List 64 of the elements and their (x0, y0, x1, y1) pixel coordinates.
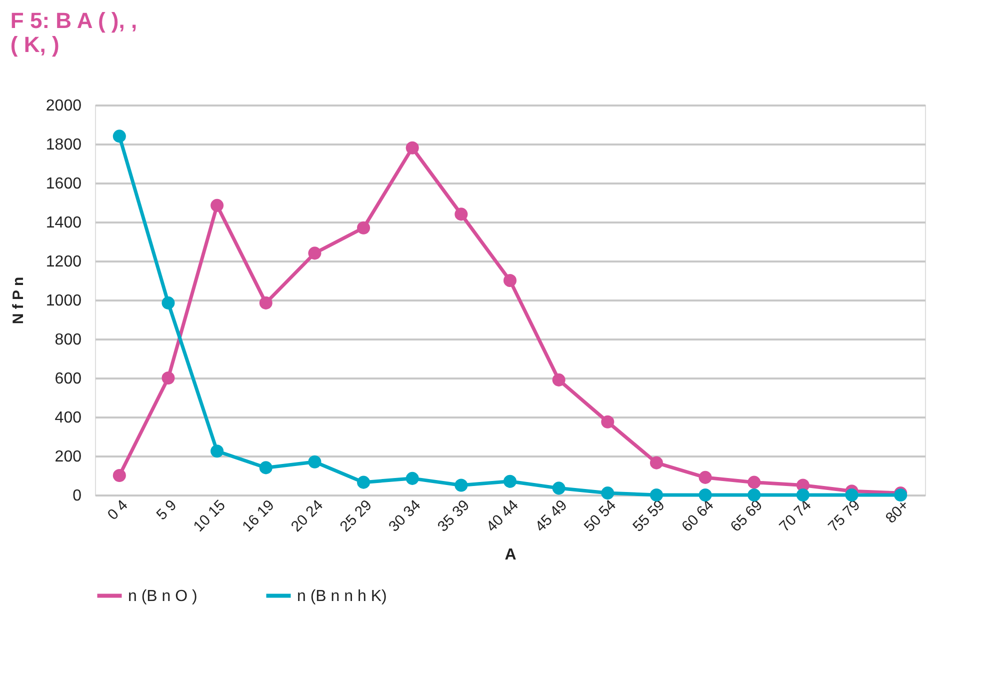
x-tick-label: 50 54 (580, 496, 620, 536)
x-tick-label: 20 24 (288, 496, 327, 536)
point (650, 488, 663, 502)
point (650, 456, 663, 470)
x-tick-label: 25 29 (336, 496, 376, 536)
y-tick-label: 600 (54, 370, 82, 388)
point (601, 486, 614, 500)
point (454, 478, 468, 492)
x-tick-label: 45 49 (532, 496, 571, 536)
point (454, 208, 468, 221)
point (698, 470, 712, 484)
point (601, 415, 614, 428)
y-tick-label: 200 (54, 448, 82, 466)
point (308, 246, 322, 260)
point (210, 198, 224, 212)
point (503, 474, 517, 488)
y-tick-label: 1800 (46, 136, 82, 154)
point (308, 455, 322, 468)
x-tick-label: 55 59 (630, 496, 668, 536)
point (406, 472, 419, 485)
point (162, 296, 175, 310)
x-tick-label: 10 15 (190, 496, 229, 536)
point (162, 371, 175, 385)
point (357, 221, 370, 234)
text: F 5: B A ( ), , (10, 8, 138, 33)
y-tick-label: 0 (72, 488, 82, 504)
point (796, 488, 810, 502)
point (698, 488, 712, 502)
point (210, 444, 224, 458)
point (259, 461, 272, 474)
legend-label: n (B n O ) (128, 588, 198, 605)
point (503, 274, 517, 288)
x-tick-label: 5 9 (153, 496, 180, 524)
y-tick-label: 1600 (46, 176, 82, 192)
x-tick-label: 35 39 (434, 496, 473, 536)
x-tick-label: 0 4 (104, 496, 132, 524)
y-tick-label: 1000 (46, 292, 82, 310)
x-tick-label: 60 64 (678, 496, 718, 536)
y-axis-title: N f P n (10, 276, 27, 324)
point (748, 476, 761, 489)
point (112, 468, 126, 482)
x-tick-label: 65 69 (727, 496, 766, 536)
point (406, 141, 419, 154)
y-tick-label: 1400 (46, 214, 82, 232)
x-tick-label: 40 44 (483, 496, 522, 536)
x-axis-title: A (504, 546, 517, 564)
point (259, 296, 272, 310)
y-tick-label: 800 (54, 332, 82, 348)
y-tick-label: 2000 (46, 98, 82, 114)
x-tick-label: 80+ (882, 496, 913, 527)
point (112, 130, 126, 143)
point (552, 373, 566, 386)
x-tick-label: 16 19 (239, 496, 278, 536)
point (552, 482, 566, 495)
text: ( K, ) (10, 32, 60, 57)
point (357, 476, 370, 489)
point (748, 488, 761, 502)
x-tick-label: 75 79 (825, 496, 864, 536)
y-tick-label: 400 (54, 410, 82, 426)
x-tick-label: 30 34 (386, 496, 424, 536)
x-tick-label: 70 74 (776, 496, 815, 536)
legend-label: n (B n n h K) (297, 588, 387, 605)
point (845, 488, 858, 502)
y-tick-label: 1200 (46, 254, 82, 270)
